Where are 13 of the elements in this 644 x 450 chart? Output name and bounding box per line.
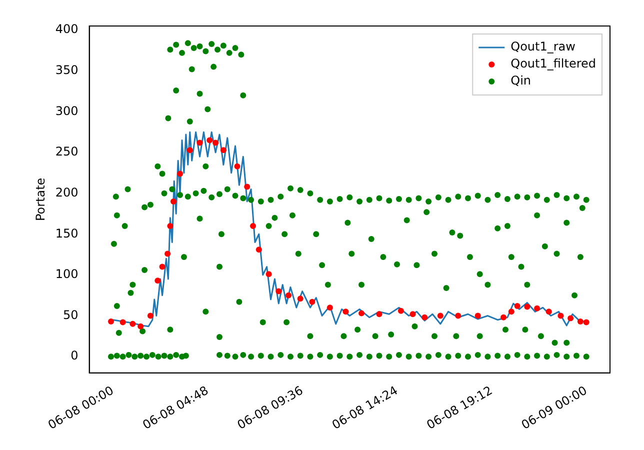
y-tick-label: 200 xyxy=(55,185,78,200)
y-tick-label: 350 xyxy=(55,63,78,78)
y-tick-label: 50 xyxy=(63,308,78,322)
y-axis-title: Portate xyxy=(33,178,48,222)
y-tick-label: 300 xyxy=(55,104,78,118)
legend-label: Qin xyxy=(510,74,532,88)
legend-label: Qout1_raw xyxy=(510,40,576,54)
legend-label: Qout1_filtered xyxy=(510,56,596,71)
y-tick-label: 400 xyxy=(55,22,78,36)
y-tick-label: 100 xyxy=(55,267,78,282)
y-tick-label: 150 xyxy=(55,226,78,240)
y-tick-label: 0 xyxy=(70,348,78,363)
y-tick-label: 250 xyxy=(55,144,78,159)
